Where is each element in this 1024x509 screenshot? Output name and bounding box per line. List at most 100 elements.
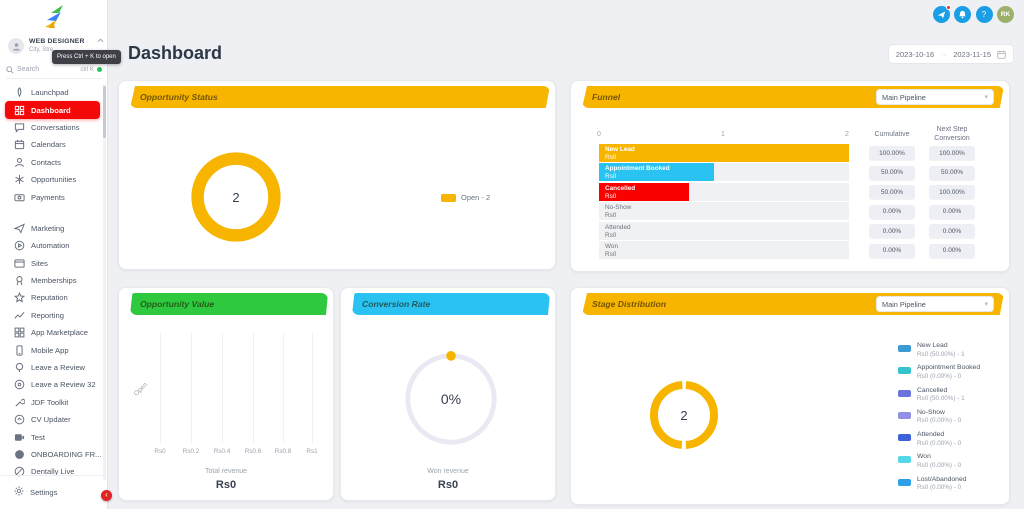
funnel-bar-track: New Lead Rs0: [599, 143, 849, 162]
legend-item[interactable]: Appointment Booked Rs0 (0.00%) - 0: [898, 364, 1006, 386]
legend-item[interactable]: Attended Rs0 (0.00%) - 0: [898, 431, 1006, 453]
launchpad-icon: [14, 87, 25, 98]
legend-item[interactable]: Won Rs0 (0.00%) - 0: [898, 453, 1006, 475]
donut-center-value: 2: [232, 189, 240, 205]
funnel-stage-value: Rs0: [605, 153, 617, 161]
settings-label: Settings: [30, 487, 58, 497]
sidebar-item-label: Opportunities: [31, 175, 77, 185]
sidebar-item-mobile-app[interactable]: Mobile App: [0, 341, 104, 358]
legend-swatch: [898, 478, 911, 486]
funnel-row: Won Rs0 0.00% 0.00%: [599, 241, 983, 261]
sidebar-item-memberships[interactable]: Memberships: [0, 272, 104, 289]
chevron-down-icon: ▾: [984, 94, 988, 101]
sidebar-item-marketing[interactable]: Marketing: [0, 220, 104, 237]
search-input[interactable]: Search ctrl K: [6, 64, 102, 79]
sidebar-item-dentally-live[interactable]: Dentally Live: [0, 463, 104, 480]
sidebar-item-reputation[interactable]: Reputation: [0, 289, 104, 306]
card-title: Opportunity Status: [140, 92, 218, 102]
x-axis-tick: Rs0: [154, 448, 166, 455]
notifications-bell-icon[interactable]: [954, 6, 971, 23]
sidebar-item-payments[interactable]: Payments: [0, 188, 104, 205]
sidebar-item-sites[interactable]: Sites: [0, 255, 104, 272]
funnel-stage-value: Rs0: [605, 231, 617, 239]
account-switcher[interactable]: WEB DESIGNER City, Stre...: [8, 38, 104, 54]
date-start[interactable]: 2023-10-16: [895, 49, 935, 59]
sidebar-item-launchpad[interactable]: Launchpad: [0, 84, 104, 101]
sidebar-item-onboarding-fr[interactable]: ONBOARDING FR...: [0, 446, 104, 463]
sidebar-item-jdf-toolkit[interactable]: JDF Toolkit: [0, 394, 104, 411]
sidebar-item-settings[interactable]: Settings: [0, 475, 104, 503]
stage-pipeline-select[interactable]: Main Pipeline ▾: [876, 296, 994, 312]
funnel-bar[interactable]: Attended Rs0: [599, 222, 849, 240]
funnel-bar[interactable]: Cancelled Rs0: [599, 182, 689, 201]
donut-center-value: 2: [680, 407, 688, 423]
sidebar-scrollbar-track: [103, 84, 106, 480]
cumulative-pill: 0.00%: [869, 224, 915, 238]
funnel-pipeline-select[interactable]: Main Pipeline ▾: [876, 89, 994, 105]
x-axis-tick: Rs0.4: [213, 448, 231, 455]
card-banner: Stage Distribution Main Pipeline ▾: [582, 293, 1004, 315]
funnel-bar[interactable]: Won Rs0: [599, 241, 849, 259]
sidebar-item-label: Contacts: [31, 157, 61, 167]
funnel-axis-tick: 0: [597, 131, 601, 138]
sidebar-item-leave-a-review-32[interactable]: Leave a Review 32: [0, 376, 104, 393]
sidebar-item-contacts[interactable]: Contacts: [0, 154, 104, 171]
sidebar-item-automation[interactable]: Automation: [0, 237, 104, 254]
date-end[interactable]: 2023-11-15: [953, 49, 991, 59]
pipeline-select-value: Main Pipeline: [882, 92, 926, 102]
cumulative-pill: 0.00%: [869, 243, 915, 258]
sidebar-item-leave-a-review[interactable]: Leave a Review: [0, 359, 104, 376]
legend-item[interactable]: No-Show Rs0 (0.00%) - 0: [898, 409, 1006, 431]
conversion-rate-gauge[interactable]: 0%: [403, 351, 499, 447]
card-title: Opportunity Value: [140, 299, 215, 309]
legend-item[interactable]: Cancelled Rs0 (50.00%) - 1: [898, 387, 1006, 409]
sidebar-item-label: Automation: [31, 241, 70, 251]
legend-stage-detail: Rs0 (0.00%) - 0: [917, 372, 962, 380]
app-logo[interactable]: [0, 3, 108, 34]
funnel-bar[interactable]: Appointment Booked Rs0: [599, 163, 714, 182]
legend-item[interactable]: New Lead Rs0 (50.00%) - 1: [898, 342, 1006, 364]
sidebar-item-label: Leave a Review 32: [31, 380, 96, 390]
sidebar-item-dashboard[interactable]: Dashboard: [5, 101, 100, 119]
funnel-row: No-Show Rs0 0.00% 0.00%: [599, 202, 983, 222]
chevron-down-icon: ▾: [984, 301, 988, 308]
funnel-bar[interactable]: No-Show Rs0: [599, 202, 849, 220]
funnel-row: New Lead Rs0 100.00% 100.00%: [599, 143, 983, 163]
card-title: Stage Distribution: [592, 299, 667, 309]
sidebar-item-label: Sites: [31, 258, 48, 268]
sidebar-item-reporting[interactable]: Reporting: [0, 307, 104, 324]
cumulative-pill: 50.00%: [869, 185, 915, 199]
help-icon[interactable]: ?: [975, 6, 993, 23]
sidebar-collapse-button[interactable]: ‹: [101, 490, 112, 501]
won-revenue-value: Rs0: [437, 479, 459, 491]
calendar-icon: [997, 50, 1006, 59]
sidebar-item-conversations[interactable]: Conversations: [0, 119, 104, 136]
card-funnel: Funnel Main Pipeline ▾ 0 1 2 Cumulative Ne…: [570, 80, 1010, 272]
sidebar-item-calendars[interactable]: Calendars: [0, 136, 104, 153]
sidebar-scrollbar-thumb[interactable]: [103, 86, 106, 138]
legend-item[interactable]: Lost/Abandoned Rs0 (0.00%) - 0: [898, 476, 1006, 498]
test-icon: [14, 432, 25, 443]
sidebar-item-app-marketplace[interactable]: App Marketplace: [0, 324, 104, 341]
onboarding-icon: [14, 449, 25, 460]
stage-distribution-donut[interactable]: 2: [649, 380, 719, 450]
sidebar-item-label: Leave a Review: [31, 363, 86, 373]
sidebar-item-label: Conversations: [31, 122, 80, 132]
date-range-picker[interactable]: 2023-10-16 → 2023-11-15: [887, 44, 1014, 64]
next-step-pill: 0.00%: [929, 243, 975, 258]
chevron-up-icon: [97, 38, 104, 45]
sidebar-item-label: Marketing: [31, 223, 65, 233]
sidebar-item-test[interactable]: Test: [0, 428, 104, 445]
sidebar-item-opportunities[interactable]: Opportunities: [0, 171, 104, 188]
automation-icon: [14, 240, 25, 251]
calendars-icon: [14, 139, 25, 150]
announcements-icon[interactable]: [932, 5, 951, 23]
opportunity-status-donut[interactable]: 2: [188, 149, 284, 245]
opportunities-icon: [14, 174, 25, 185]
card-conversion-rate: Conversion Rate 0% Won revenue Rs0: [340, 287, 556, 501]
user-avatar[interactable]: RK: [997, 6, 1014, 23]
sidebar-item-cv-updater[interactable]: CV Updater: [0, 411, 104, 428]
funnel-bar[interactable]: New Lead Rs0: [599, 143, 849, 162]
opportunity-status-legend[interactable]: Open - 2: [441, 193, 490, 202]
